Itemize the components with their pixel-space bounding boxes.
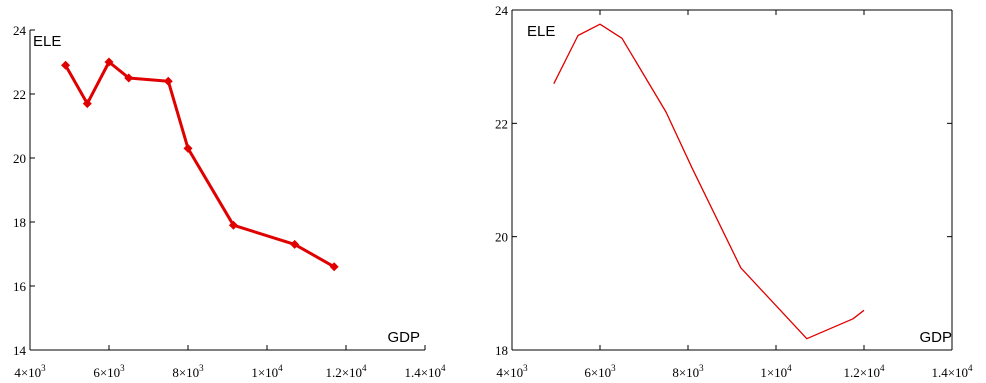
y-axis-label: ELE <box>33 33 61 50</box>
data-point-marker <box>82 99 92 109</box>
data-point-marker <box>124 73 134 83</box>
x-tick-label: 1×104 <box>251 363 283 380</box>
y-tick-label: 18 <box>495 343 508 358</box>
y-tick-label: 16 <box>13 279 27 294</box>
x-tick-label: 1.2×104 <box>325 363 367 380</box>
data-point-marker <box>290 239 300 249</box>
x-tick-label: 1.4×104 <box>931 363 973 380</box>
x-axis-label: GDP <box>387 329 420 346</box>
data-point-marker <box>329 262 339 272</box>
y-tick-label: 22 <box>495 116 508 131</box>
x-tick-label: 4×103 <box>14 363 46 380</box>
chart-panel-1: 14 16 18 20 22 24 4×103 6×103 8×103 1×104 1.2×104 1… <box>13 23 446 380</box>
chart-panel-2: 18 20 22 24 4×103 6×103 8×103 1×104 1.2×104 1.4×1… <box>495 3 973 380</box>
data-point-marker <box>163 76 173 86</box>
data-point-marker <box>104 57 114 67</box>
x-axis-label: GDP <box>919 329 952 346</box>
data-point-marker <box>61 60 71 70</box>
y-tick-label: 20 <box>13 151 26 166</box>
data-point-marker <box>183 143 193 153</box>
data-point-marker <box>228 220 238 230</box>
y-tick-label: 14 <box>13 343 27 358</box>
y-tick-label: 24 <box>13 23 27 38</box>
y-axis-label: ELE <box>527 23 555 40</box>
x-tick-label: 6×103 <box>584 363 616 380</box>
series-line <box>64 60 335 269</box>
y-tick-label: 24 <box>495 3 509 18</box>
x-tick-label: 1×104 <box>760 363 792 380</box>
x-tick-label: 6×103 <box>93 363 125 380</box>
y-tick-label: 22 <box>13 87 26 102</box>
x-tick-label: 4×103 <box>496 363 528 380</box>
x-tick-label: 1.2×104 <box>843 363 885 380</box>
x-tick-label: 1.4×104 <box>404 363 446 380</box>
x-tick-label: 8×103 <box>672 363 704 380</box>
y-tick-label: 20 <box>495 230 508 245</box>
x-tick-label: 8×103 <box>172 363 204 380</box>
series-line <box>553 23 865 340</box>
y-tick-label: 18 <box>13 215 26 230</box>
